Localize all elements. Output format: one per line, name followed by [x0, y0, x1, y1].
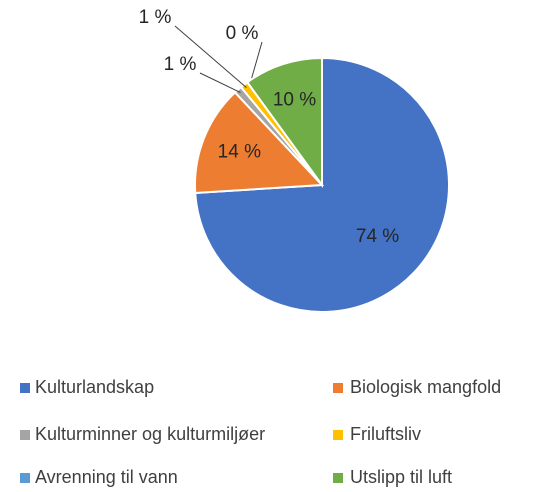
- leader-line: [199, 72, 241, 94]
- data-label: 74 %: [356, 226, 399, 247]
- legend-marker: [20, 473, 30, 483]
- data-label: 10 %: [273, 89, 316, 110]
- legend-marker: [333, 383, 343, 393]
- legend-label: Friluftsliv: [350, 424, 421, 444]
- legend-label: Utslipp til luft: [350, 467, 452, 487]
- pie-slice: [245, 56, 323, 189]
- data-label: 1 %: [139, 7, 172, 28]
- leader-line: [174, 25, 247, 89]
- legend-marker: [20, 383, 30, 393]
- legend-marker: [333, 430, 343, 440]
- legend-label: Avrenning til vann: [35, 467, 178, 487]
- data-label: 14 %: [218, 141, 261, 162]
- legend-label: Kulturminner og kulturmiljøer: [35, 424, 265, 444]
- legend-label: Kulturlandskap: [35, 377, 154, 397]
- legend-marker: [20, 430, 30, 440]
- pie-slice: [194, 91, 325, 195]
- legend-marker: [333, 473, 343, 483]
- legend-label: Biologisk mangfold: [350, 377, 501, 397]
- data-label: 1 %: [164, 54, 197, 75]
- data-label: 0 %: [226, 23, 259, 44]
